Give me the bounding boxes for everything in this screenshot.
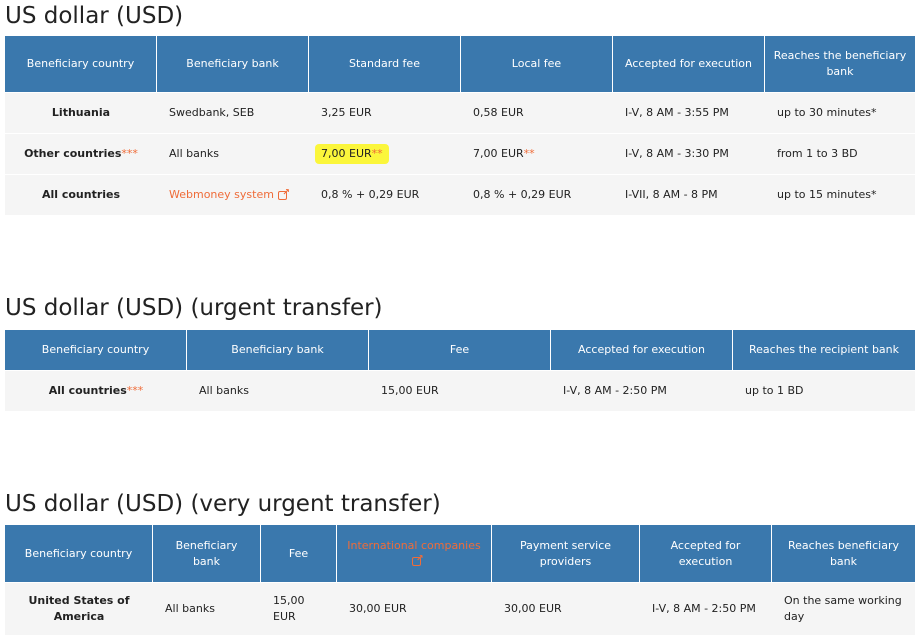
cell-bank: Webmoney system bbox=[157, 175, 309, 215]
col-header-fee: Fee bbox=[261, 525, 337, 582]
table-row: Lithuania Swedbank, SEB 3,25 EUR 0,58 EU… bbox=[5, 92, 915, 133]
col-header-accepted: Accepted for execution bbox=[613, 36, 765, 92]
footnote-mark: *** bbox=[126, 384, 144, 397]
col-header-beneficiary-country: Beneficiary country bbox=[5, 36, 157, 92]
table-row: Other countries *** All banks 7,00 EUR** … bbox=[5, 133, 915, 174]
cell-bank: All banks bbox=[199, 384, 249, 397]
webmoney-system-link[interactable]: Webmoney system bbox=[169, 188, 274, 201]
col-header-payment-service-providers: Payment service providers bbox=[492, 525, 640, 582]
cell-standard-fee: 3,25 EUR bbox=[321, 106, 372, 119]
external-link-icon[interactable] bbox=[277, 185, 290, 201]
table-row: United States of America All banks 15,00… bbox=[5, 582, 915, 635]
cell-payment-service-providers: 30,00 EUR bbox=[504, 602, 562, 615]
col-header-international-companies: International companies bbox=[337, 525, 492, 582]
col-header-beneficiary-bank: Beneficiary bank bbox=[153, 525, 261, 582]
table-header: Beneficiary country Beneficiary bank Fee… bbox=[5, 525, 915, 582]
cell-accepted: I-V, 8 AM - 2:50 PM bbox=[652, 602, 756, 615]
cell-country: All countries *** bbox=[48, 384, 144, 397]
section-title-usd-very-urgent: US dollar (USD) (very urgent transfer) bbox=[5, 491, 441, 517]
cell-standard-fee: 0,8 % + 0,29 EUR bbox=[321, 188, 420, 201]
cell-accepted: I-V, 8 AM - 2:50 PM bbox=[563, 384, 667, 397]
section-title-usd: US dollar (USD) bbox=[5, 3, 184, 29]
usd-fee-table: Beneficiary country Beneficiary bank Sta… bbox=[5, 36, 915, 215]
col-header-reaches: Reaches beneficiary bank bbox=[788, 538, 899, 568]
cell-accepted: I-V, 8 AM - 3:55 PM bbox=[625, 106, 729, 119]
cell-international-companies: 30,00 EUR bbox=[349, 602, 407, 615]
external-link-icon[interactable] bbox=[411, 551, 424, 567]
cell-bank: All banks bbox=[169, 147, 219, 160]
table-row: All countries Webmoney system 0,8 % + 0,… bbox=[5, 174, 915, 215]
col-header-reaches: Reaches the beneficiary bank bbox=[773, 49, 907, 78]
international-companies-link[interactable]: International companies bbox=[347, 538, 481, 552]
cell-accepted: I-V, 8 AM - 3:30 PM bbox=[625, 147, 729, 160]
footnote-mark: *** bbox=[121, 147, 138, 160]
cell-reaches: up to 15 minutes* bbox=[777, 188, 877, 201]
cell-reaches: up to 30 minutes* bbox=[777, 106, 877, 119]
cell-reaches: On the same working day bbox=[784, 594, 902, 623]
col-header-fee: Fee bbox=[369, 330, 551, 370]
cell-reaches: up to 1 BD bbox=[745, 384, 804, 397]
table-header: Beneficiary country Beneficiary bank Fee… bbox=[5, 330, 915, 370]
cell-reaches: from 1 to 3 BD bbox=[777, 147, 858, 160]
col-header-accepted: Accepted for execution bbox=[551, 330, 733, 370]
col-header-reaches: Reaches the recipient bank bbox=[748, 343, 900, 356]
cell-bank: Swedbank, SEB bbox=[169, 106, 255, 119]
cell-country: Lithuania bbox=[51, 106, 111, 119]
highlighted-fee: 7,00 EUR** bbox=[315, 144, 389, 164]
usd-urgent-table: Beneficiary country Beneficiary bank Fee… bbox=[5, 330, 915, 411]
footnote-mark: ** bbox=[523, 147, 535, 160]
col-header-standard-fee: Standard fee bbox=[309, 36, 461, 92]
usd-very-urgent-table: Beneficiary country Beneficiary bank Fee… bbox=[5, 525, 915, 635]
cell-country: United States of America bbox=[28, 594, 130, 623]
col-header-accepted: Accepted for execution bbox=[640, 525, 772, 582]
col-header-beneficiary-country: Beneficiary country bbox=[5, 330, 187, 370]
cell-fee: 15,00 EUR bbox=[381, 384, 439, 397]
cell-local-fee: 7,00 EUR ** bbox=[473, 147, 535, 160]
cell-country: Other countries *** bbox=[24, 147, 138, 160]
col-header-beneficiary-bank: Beneficiary bank bbox=[157, 36, 309, 92]
table-header: Beneficiary country Beneficiary bank Sta… bbox=[5, 36, 915, 92]
footnote-mark: ** bbox=[371, 147, 383, 160]
cell-fee: 15,00 EUR bbox=[273, 594, 305, 623]
col-header-beneficiary-bank: Beneficiary bank bbox=[187, 330, 369, 370]
cell-local-fee: 0,8 % + 0,29 EUR bbox=[473, 188, 572, 201]
cell-country: All countries bbox=[41, 188, 121, 201]
cell-local-fee: 0,58 EUR bbox=[473, 106, 524, 119]
cell-standard-fee: 7,00 EUR** bbox=[309, 134, 461, 174]
col-header-beneficiary-country: Beneficiary country bbox=[5, 525, 153, 582]
cell-bank: All banks bbox=[165, 602, 215, 615]
cell-accepted: I-VII, 8 AM - 8 PM bbox=[625, 188, 718, 201]
table-row: All countries *** All banks 15,00 EUR I-V… bbox=[5, 370, 915, 411]
section-title-usd-urgent: US dollar (USD) (urgent transfer) bbox=[5, 295, 383, 321]
col-header-local-fee: Local fee bbox=[461, 36, 613, 92]
